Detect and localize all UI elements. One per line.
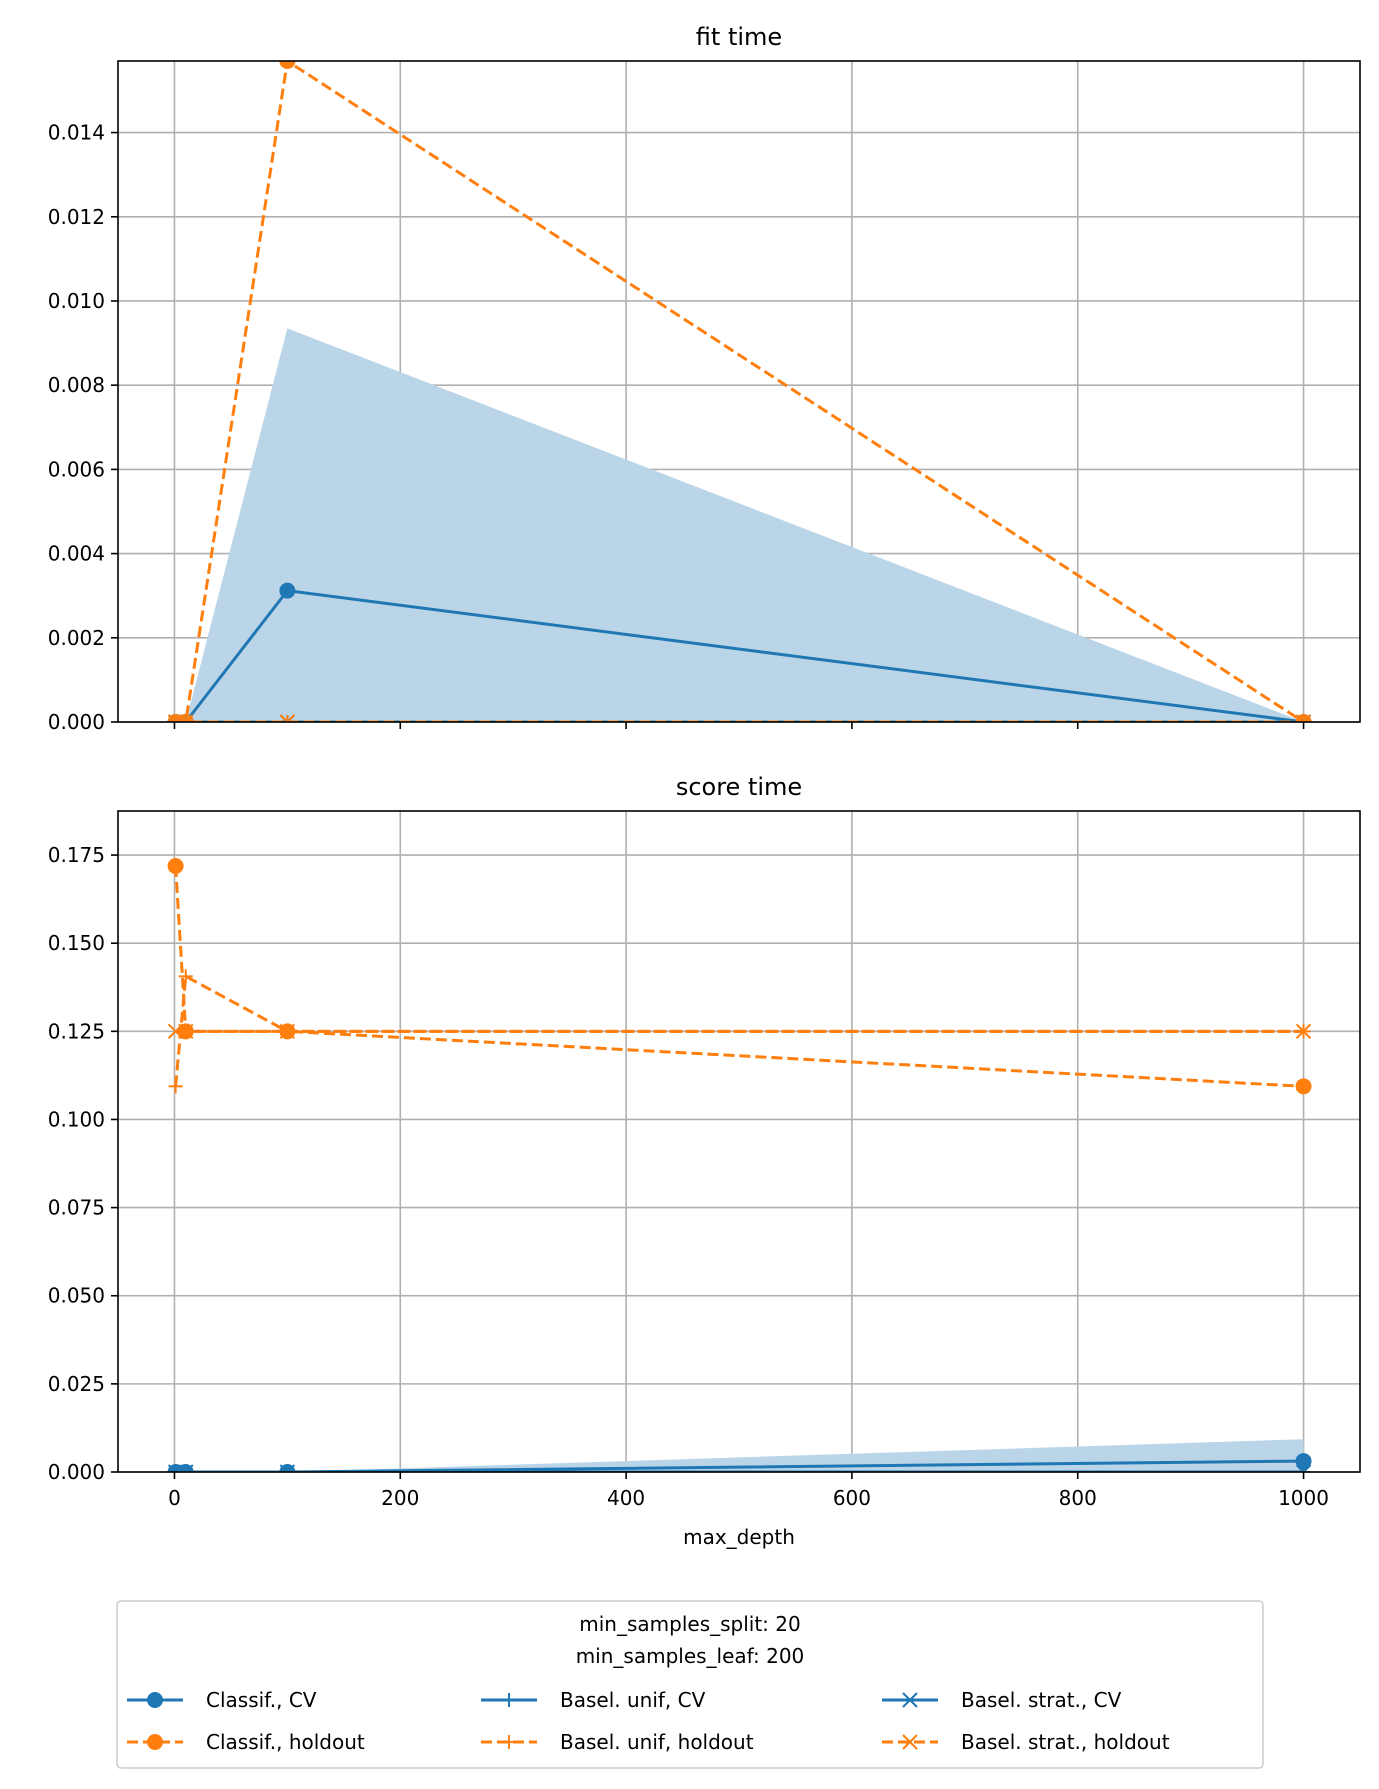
fit-time-point-basel-unif-holdout [178,715,193,722]
fit-time-ytick-label: 0.014 [48,121,105,145]
score-time-series-classif-holdout [174,865,1304,1088]
score-time-point-basel-unif-cv [280,1465,295,1472]
legend-label: Basel. strat., holdout [961,1730,1170,1754]
legend-label: Classif., CV [206,1688,317,1712]
x-axis-label: max_depth [683,1525,795,1549]
legend-marker [147,1734,163,1750]
fit-time-point-basel-unif-holdout [280,715,295,722]
legend-label: Classif., holdout [206,1730,365,1754]
score-time-point-basel-strat-holdout [1295,1023,1312,1040]
fit-time-series-classif-holdout [175,61,1305,722]
score-time-point-basel-strat-cv [1295,1464,1312,1472]
score-time-ytick-label: 0.125 [48,1019,105,1043]
fit-time-ytick-label: 0.010 [48,289,105,313]
legend-label: Basel. strat., CV [961,1688,1122,1712]
legend-item-basel-unif-cv: Basel. unif, CV [481,1688,706,1712]
score-time-point-basel-unif-holdout [178,969,193,984]
legend-label: Basel. unif, CV [560,1688,706,1712]
legend-item-classif-holdout: Classif., holdout [127,1730,365,1754]
score-time-axes-frame [117,810,1361,1473]
score-time-point-basel-unif-cv [1296,1465,1311,1472]
score-time-point-basel-unif-holdout [168,1079,183,1094]
fit-time-std-band [175,328,1304,722]
legend-marker [902,1734,918,1750]
legend-title-line-2: min_samples_leaf: 200 [576,1644,805,1668]
score-time-ytick-label: 0.000 [48,1460,105,1484]
score-time-xtick-label: 800 [1059,1486,1097,1510]
score-time-point-classif-holdout [167,857,184,874]
score-time-ytick-label: 0.075 [48,1196,105,1220]
legend-label: Basel. unif, holdout [560,1730,754,1754]
fit-time-title: fit time [696,23,782,51]
legend-entries: Classif., CV Classif., holdout Basel. unif… [127,1688,1170,1754]
score-time-point-basel-unif-cv [168,1465,183,1472]
score-time-panel: score time max_depth 0 200 400 600 800 1000 0.… [48,773,1361,1549]
legend-item-classif-cv: Classif., CV [127,1688,317,1712]
fit-time-axes-frame [117,60,1361,723]
score-time-xtick-label: 0 [168,1486,181,1510]
fit-time-ytick-label: 0.012 [48,205,105,229]
score-time-ytick-label: 0.150 [48,931,105,955]
legend-item-basel-unif-holdout: Basel. unif, holdout [481,1730,754,1754]
legend-marker [502,1735,516,1749]
fit-time-plot-area [167,61,1312,722]
legend-item-basel-strat-holdout: Basel. strat., holdout [882,1730,1170,1754]
score-time-ytick-label: 0.100 [48,1107,105,1131]
fit-time-ytick-label: 0.004 [48,542,105,566]
legend-marker [502,1693,516,1707]
score-time-xtick-label: 200 [381,1486,419,1510]
fit-time-point-classif-cv [279,582,296,599]
score-time-ytick-label: 0.025 [48,1372,105,1396]
fit-time-ytick-label: 0.008 [48,373,105,397]
fit-time-ytick-label: 0.006 [48,457,105,481]
score-time-point-classif-holdout [1295,1078,1312,1095]
legend-frame [116,1600,1264,1769]
score-time-ytick-label: 0.175 [48,843,105,867]
fit-time-point-basel-strat-holdout [279,714,296,722]
legend-title-line-1: min_samples_split: 20 [579,1612,800,1636]
score-time-title: score time [676,773,802,801]
fit-time-ytick-label: 0.002 [48,626,105,650]
legend-item-basel-strat-cv: Basel. strat., CV [882,1688,1122,1712]
fit-time-series-classif-cv [175,589,1304,722]
fit-time-point-basel-strat-holdout [178,714,194,722]
score-time-ytick-label: 0.050 [48,1284,105,1308]
score-time-plot-area [167,857,1312,1472]
fit-time-point-basel-unif-holdout [1296,715,1311,722]
score-time-grid [118,811,1360,1473]
fit-time-point-basel-strat-holdout [1295,714,1312,722]
score-time-point-basel-unif-cv [178,1465,193,1472]
score-time-point-basel-strat-cv [178,1464,194,1472]
legend-marker [147,1692,163,1708]
fit-time-point-classif-holdout [279,61,296,69]
legend: min_samples_split: 20 min_samples_leaf: … [116,1600,1264,1769]
score-time-point-basel-strat-cv [279,1464,296,1472]
score-time-series-classif-cv [175,1459,1304,1472]
score-time-point-basel-strat-holdout [279,1023,296,1040]
fit-time-point-basel-unif-holdout [168,715,183,722]
score-time-xtick-label: 600 [833,1486,871,1510]
legend-marker [902,1692,918,1708]
fit-time-ytick-label: 0.000 [48,710,105,734]
score-time-point-basel-strat-holdout [178,1023,194,1040]
score-time-xtick-label: 400 [607,1486,645,1510]
fit-time-panel: fit time 0.000 0.002 0.004 0.006 0.008 0.010 0… [48,23,1361,734]
score-time-xtick-label: 1000 [1278,1486,1329,1510]
